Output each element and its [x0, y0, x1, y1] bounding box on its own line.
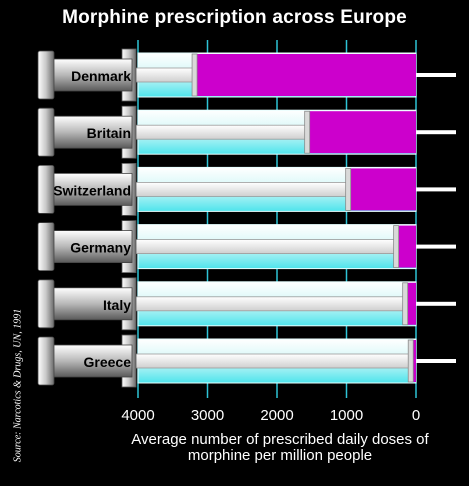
syringe-row: Denmark — [37, 48, 456, 102]
dose-bar — [413, 340, 416, 382]
rows-layer: Denmark Britain Switzerland Germany Italy Gre… — [37, 48, 456, 388]
thumb-cap — [37, 336, 55, 386]
thumb-cap — [37, 107, 55, 157]
dose-bar — [350, 168, 416, 211]
plunger-rod — [127, 353, 412, 369]
x-tick-label: 1000 — [330, 407, 363, 424]
needle — [416, 130, 456, 135]
syringe-row: Greece — [37, 334, 456, 388]
x-axis-label-line-1: Average number of prescribed daily doses… — [131, 431, 429, 448]
plunger-tip — [402, 282, 409, 326]
category-label: Britain — [87, 125, 131, 141]
x-tick-label: 4000 — [121, 407, 154, 424]
label-plate — [49, 58, 133, 92]
plunger-rod — [127, 239, 398, 255]
plunger-rod — [127, 67, 196, 83]
thumb-cap — [37, 222, 55, 272]
needle — [416, 244, 456, 249]
dose-bar — [309, 111, 416, 154]
syringe-row: Germany — [37, 220, 456, 274]
dose-bar — [398, 225, 416, 268]
plunger-rod — [127, 181, 350, 197]
plunger-rod — [127, 124, 309, 140]
x-axis-label-line-2: morphine per million people — [187, 447, 373, 464]
category-label: Greece — [84, 354, 132, 370]
thumb-cap — [37, 50, 55, 100]
plunger-tip — [393, 225, 400, 269]
category-label: Denmark — [71, 68, 131, 84]
needle — [416, 187, 456, 192]
source-note: Source: Narcotics & Drugs, UN, 1991 — [12, 308, 24, 463]
needle — [416, 73, 456, 77]
plunger-tip — [191, 53, 198, 97]
label-plate — [49, 344, 133, 378]
plunger-tip — [407, 339, 414, 383]
category-label: Germany — [70, 240, 131, 256]
category-label: Italy — [103, 297, 131, 313]
grid-layer — [137, 40, 417, 398]
dose-bar — [197, 54, 416, 96]
needle — [416, 359, 456, 363]
x-tick-label: 0 — [412, 407, 420, 424]
syringe-row: Britain — [37, 105, 456, 159]
plunger-tip — [304, 110, 311, 154]
category-label: Switzerland — [53, 182, 131, 198]
thumb-cap — [37, 164, 55, 214]
dose-bar — [407, 282, 416, 325]
x-tick-label: 2000 — [260, 407, 293, 424]
syringe-row: Italy — [37, 277, 456, 331]
x-axis-label: Average number of prescribed daily doses… — [90, 432, 469, 464]
chart-title: Morphine prescription across Europe — [62, 7, 407, 28]
syringe-row: Switzerland — [37, 162, 456, 216]
plunger-tip — [345, 167, 352, 211]
label-plate — [49, 287, 133, 321]
x-tick-label: 3000 — [191, 407, 224, 424]
label-plate — [49, 172, 133, 206]
x-tick-labels: 4000 3000 2000 1000 0 — [121, 407, 420, 424]
label-plate — [49, 230, 133, 264]
plunger-rod — [127, 296, 407, 312]
thumb-cap — [37, 279, 55, 329]
needle — [416, 301, 456, 306]
